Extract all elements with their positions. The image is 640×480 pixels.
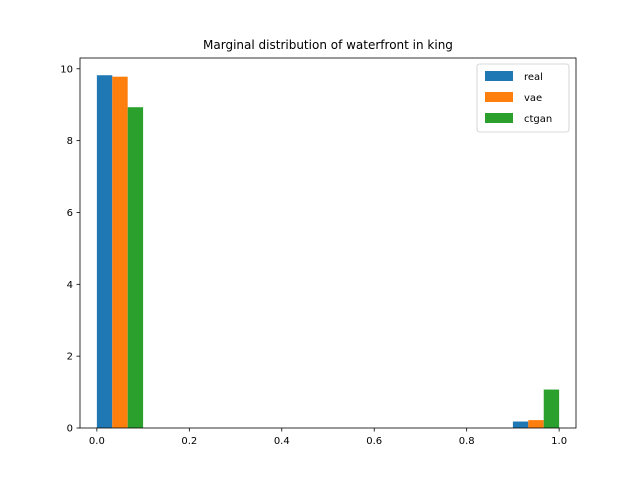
bar-vae-bin-1 <box>528 420 544 428</box>
y-tick-label: 4 <box>67 280 73 291</box>
bar-real-bin-1 <box>512 421 529 428</box>
x-tick-label: 0.6 <box>366 436 382 447</box>
y-tick-label: 8 <box>67 136 73 147</box>
legend-swatch-real <box>485 71 513 81</box>
y-tick-label: 2 <box>67 352 73 363</box>
bar-ctgan-bin-0 <box>127 107 144 429</box>
chart-title: Marginal distribution of waterfront in k… <box>203 38 453 52</box>
bar-ctgan-bin-1 <box>543 389 560 428</box>
bar-real-bin-0 <box>96 75 113 429</box>
plot-frame <box>79 57 577 429</box>
x-tick-label: 0.0 <box>89 436 105 447</box>
y-tick-label: 10 <box>60 64 73 75</box>
x-tick-label: 0.2 <box>181 436 197 447</box>
legend-label-vae: vae <box>524 93 542 104</box>
legend-swatch-ctgan <box>485 113 513 123</box>
legend-label-real: real <box>524 72 543 83</box>
x-tick-label: 0.8 <box>459 436 475 447</box>
legend: real vae ctgan <box>476 63 570 133</box>
axes-group: 0.0 0.2 0.4 0.6 0.8 1.0 0 2 4 6 8 10 <box>60 57 577 447</box>
x-tick-label: 0.4 <box>274 436 290 447</box>
legend-swatch-vae <box>485 92 513 102</box>
x-tick-label: 1.0 <box>551 436 567 447</box>
bar-vae-bin-0 <box>112 76 128 429</box>
y-tick-label: 0 <box>67 424 73 435</box>
legend-label-ctgan: ctgan <box>524 114 552 125</box>
bars-group <box>96 75 560 429</box>
y-tick-label: 6 <box>67 208 73 219</box>
